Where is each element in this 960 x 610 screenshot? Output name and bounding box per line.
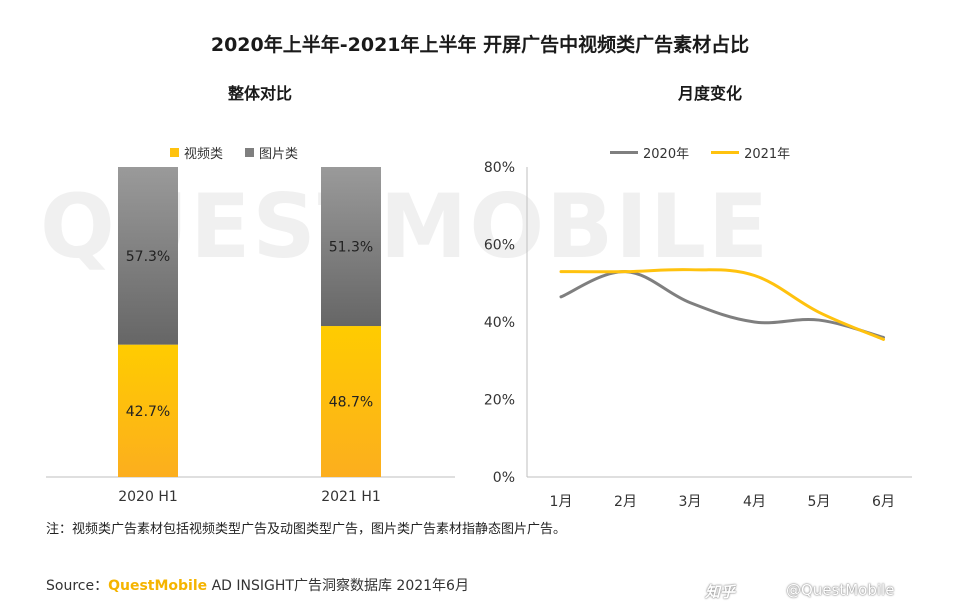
legend-line-2020 — [610, 151, 638, 154]
x-tick-4: 5月 — [808, 494, 831, 510]
y-tick-2: 40% — [484, 315, 515, 331]
legend-swatch-image — [245, 148, 255, 157]
source-brand: QuestMobile — [108, 578, 208, 594]
footnote: 注：视频类广告素材包括视频类型广告及动图类型广告，图片类广告素材指静态图片广告。 — [46, 522, 567, 537]
bar-category-1: 2021 H1 — [321, 489, 381, 505]
page-title: 2020年上半年-2021年上半年 开屏广告中视频类广告素材占比 — [210, 34, 750, 56]
x-tick-0: 1月 — [550, 494, 573, 510]
bar-label-image-1: 51.3% — [329, 240, 373, 256]
bar-label-image-0: 57.3% — [126, 249, 170, 265]
x-tick-1: 2月 — [614, 494, 637, 510]
legend-line-2021 — [711, 151, 740, 154]
y-tick-1: 20% — [484, 393, 515, 409]
legend-label-2021: 2021年 — [744, 147, 791, 162]
legend-label-2020: 2020年 — [643, 147, 690, 162]
bar-video-0 — [118, 344, 178, 477]
x-tick-5: 6月 — [872, 494, 895, 510]
source-line: Source：QuestMobile AD INSIGHT广告洞察数据库 202… — [46, 575, 469, 595]
line-legend: 2020年 2021年 — [610, 143, 790, 162]
bar-legend: 视频类 图片类 — [170, 143, 298, 162]
y-tick-3: 60% — [484, 238, 515, 254]
bar-label-video-0: 42.7% — [126, 404, 170, 420]
x-tick-2: 3月 — [679, 494, 702, 510]
x-tick-3: 4月 — [743, 494, 766, 510]
bar-chart-subtitle: 整体对比 — [227, 84, 292, 103]
line-series-0 — [559, 270, 885, 339]
bar-label-video-1: 48.7% — [329, 395, 373, 411]
legend-label-video: 视频类 — [184, 147, 224, 162]
bar-image-0 — [118, 167, 178, 345]
footer-watermark: @QuestMobile — [786, 581, 895, 599]
source-prefix: Source： — [46, 578, 109, 594]
bar-category-0: 2020 H1 — [118, 489, 178, 505]
y-tick-4: 80% — [484, 160, 515, 176]
y-tick-0: 0% — [493, 470, 515, 486]
bar-image-1 — [321, 167, 381, 327]
line-chart-subtitle: 月度变化 — [677, 84, 742, 103]
bar-video-1 — [321, 326, 381, 477]
footer-logo: 知乎 — [705, 583, 736, 601]
legend-label-image: 图片类 — [259, 147, 299, 162]
legend-swatch-video — [170, 148, 179, 157]
line-series-1 — [559, 268, 885, 341]
source-rest: AD INSIGHT广告洞察数据库 2021年6月 — [207, 578, 469, 594]
